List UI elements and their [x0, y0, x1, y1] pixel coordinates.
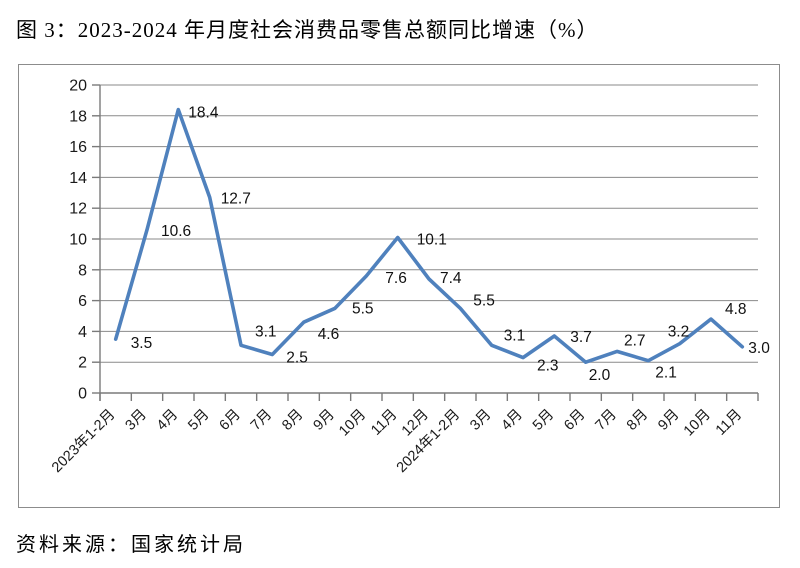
chart-frame: 0 2 4 6 8 10 12 14 16 18 20 2023年1-2月 3月 4月 5月 6月 7月 8月 9月…	[18, 64, 780, 508]
x-tick-label: 9月	[655, 407, 682, 434]
data-label: 10.6	[161, 223, 191, 240]
y-tick-label: 4	[78, 324, 87, 341]
y-tick-label: 0	[78, 386, 87, 403]
y-tick-label: 6	[78, 293, 87, 310]
x-tick-label: 2023年1-2月	[48, 406, 118, 476]
x-tick-label: 8月	[279, 407, 306, 434]
x-tick-label: 3月	[467, 407, 494, 434]
y-tick-label: 2	[78, 355, 87, 372]
x-tick-label: 7月	[248, 407, 275, 434]
data-label: 3.7	[570, 329, 592, 346]
data-label: 5.5	[473, 292, 495, 309]
x-tick-label: 10月	[336, 407, 369, 440]
y-tick-label: 10	[69, 232, 87, 249]
data-label: 4.8	[725, 301, 747, 318]
data-label: 2.7	[624, 332, 646, 349]
data-label: 7.4	[440, 270, 462, 287]
y-tick-label: 16	[69, 139, 87, 156]
x-tick-label: 5月	[185, 407, 212, 434]
data-label: 3.1	[504, 327, 526, 344]
x-tick-label: 11月	[368, 407, 400, 439]
x-tick-label: 5月	[530, 407, 557, 434]
data-label: 2.1	[655, 365, 677, 382]
data-label: 12.7	[221, 190, 251, 207]
data-label: 3.2	[668, 324, 690, 341]
data-label: 3.1	[255, 323, 277, 340]
data-label: 2.3	[537, 358, 559, 375]
y-tick-label: 18	[69, 108, 87, 125]
chart-title: 图 3：2023-2024 年月度社会消费品零售总额同比增速（%）	[16, 18, 599, 42]
x-tick-label: 7月	[593, 407, 620, 434]
data-label: 10.1	[417, 232, 447, 249]
data-label: 7.6	[385, 270, 407, 287]
y-tick-label: 8	[78, 262, 87, 279]
data-label: 2.5	[286, 350, 308, 367]
y-tick-label: 14	[69, 170, 87, 187]
data-label: 2.0	[589, 367, 611, 384]
y-tick-label: 20	[69, 78, 87, 95]
x-tick-label: 3月	[123, 407, 150, 434]
data-label: 18.4	[188, 105, 219, 122]
data-label: 3.0	[748, 340, 770, 357]
x-tick-label: 8月	[624, 407, 651, 434]
x-tick-label: 4月	[499, 407, 526, 434]
x-tick-label: 4月	[154, 407, 181, 434]
data-label: 5.5	[352, 300, 374, 317]
y-tick-label: 12	[69, 201, 87, 218]
x-tick-label: 10月	[681, 407, 714, 440]
x-tick-label: 9月	[311, 407, 338, 434]
x-tick-label: 6月	[561, 407, 588, 434]
x-tick-label: 6月	[217, 407, 244, 434]
data-label: 4.6	[318, 326, 340, 343]
data-line	[113, 107, 745, 365]
source-note: 资料来源：国家统计局	[16, 534, 246, 556]
x-tick-label: 11月	[713, 407, 745, 439]
data-label: 3.5	[131, 335, 153, 352]
